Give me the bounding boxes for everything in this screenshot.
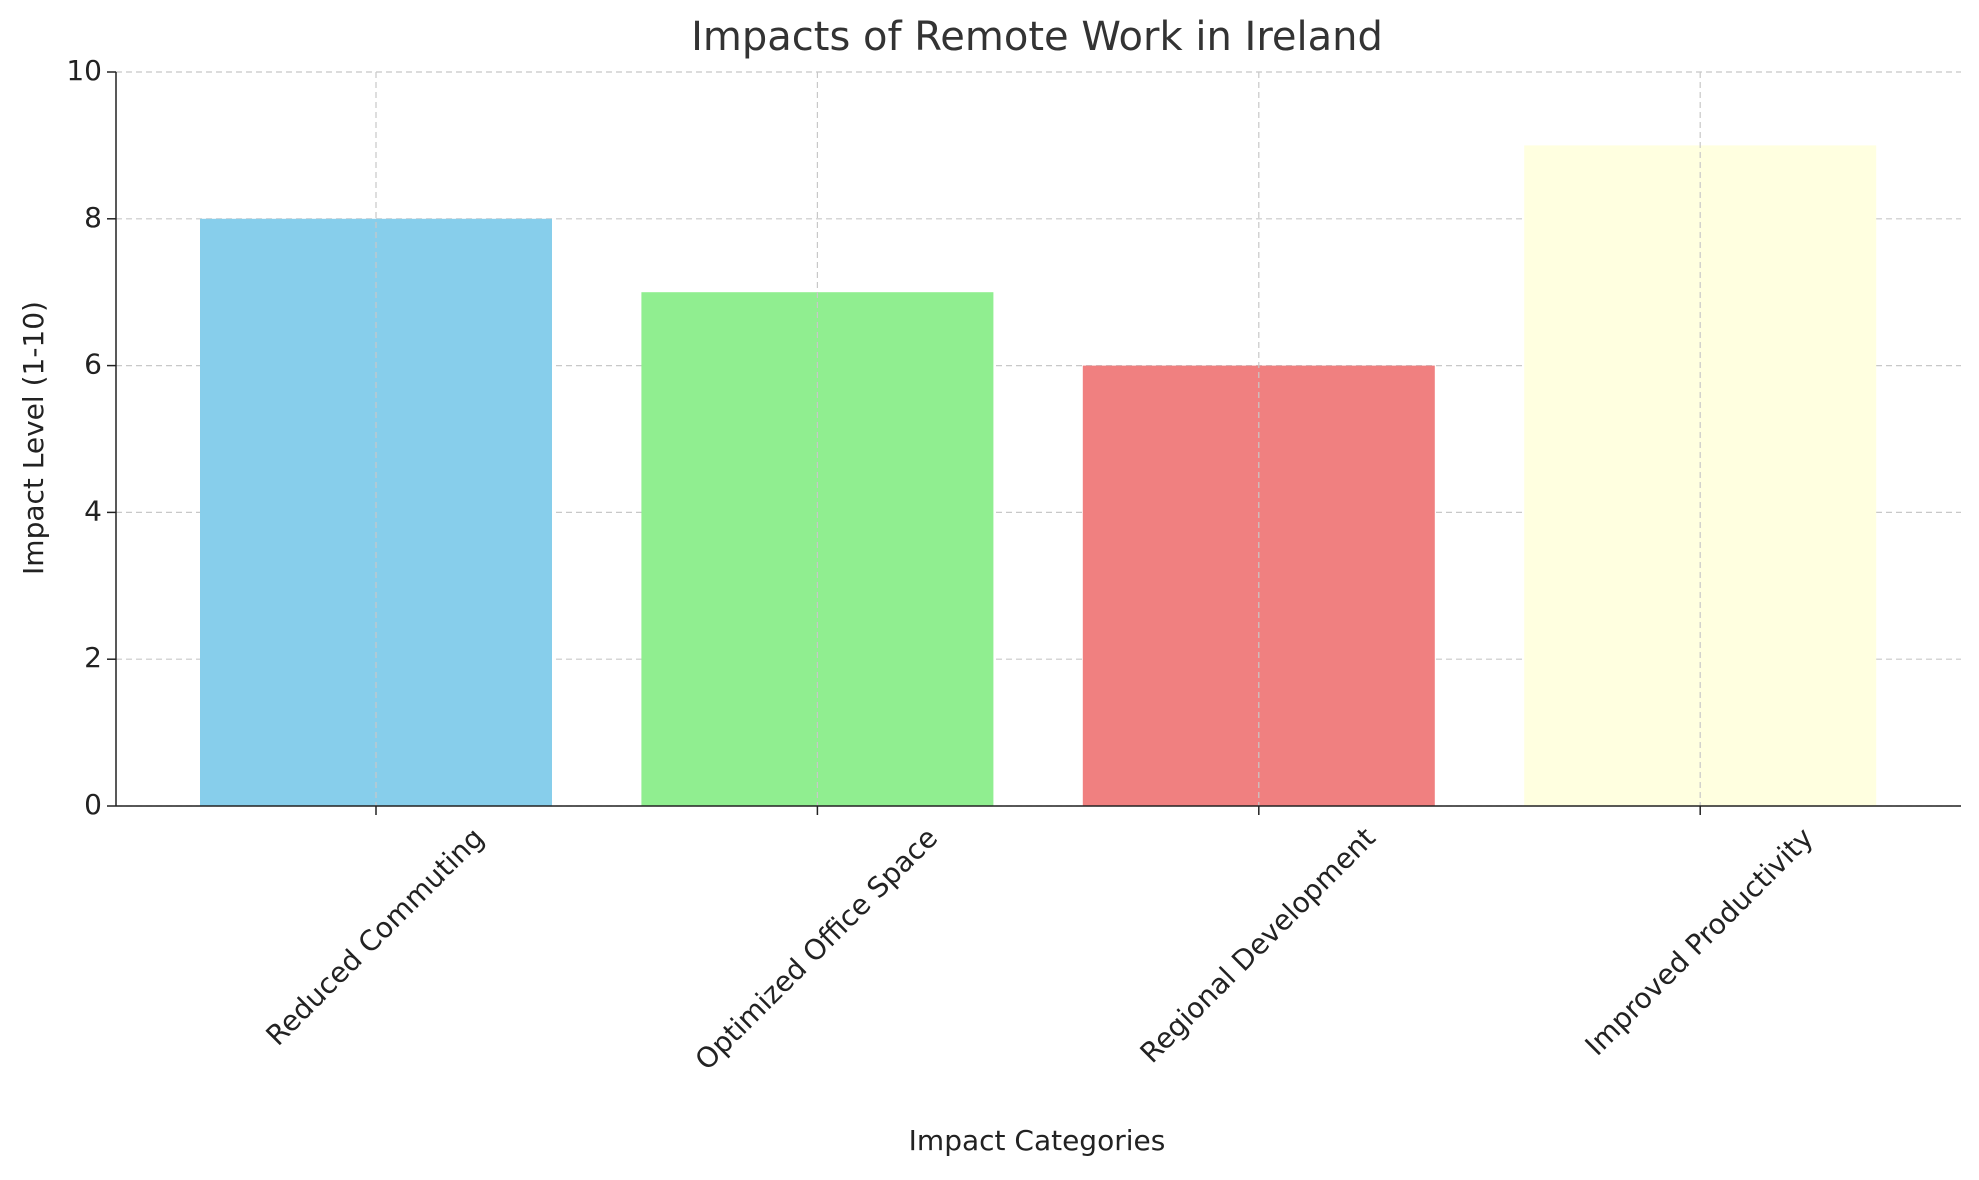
y-tick-label: 4 <box>84 494 102 527</box>
x-tick-label: Reduced Commuting <box>260 821 491 1052</box>
x-tick-label: Improved Productivity <box>1579 821 1820 1062</box>
y-axis-label: Impact Level (1-10) <box>17 301 50 575</box>
bar <box>641 292 994 806</box>
y-tick-label: 6 <box>84 348 102 381</box>
chart-title: Impacts of Remote Work in Ireland <box>691 14 1383 60</box>
y-tick-label: 8 <box>84 201 102 234</box>
y-tick-label: 2 <box>84 641 102 674</box>
x-axis-label: Impact Categories <box>909 1124 1166 1157</box>
y-tick-label: 0 <box>84 788 102 821</box>
y-tick-label: 10 <box>66 54 102 87</box>
x-tick-label: Optimized Office Space <box>689 821 944 1076</box>
x-tick-label: Regional Development <box>1134 821 1382 1069</box>
